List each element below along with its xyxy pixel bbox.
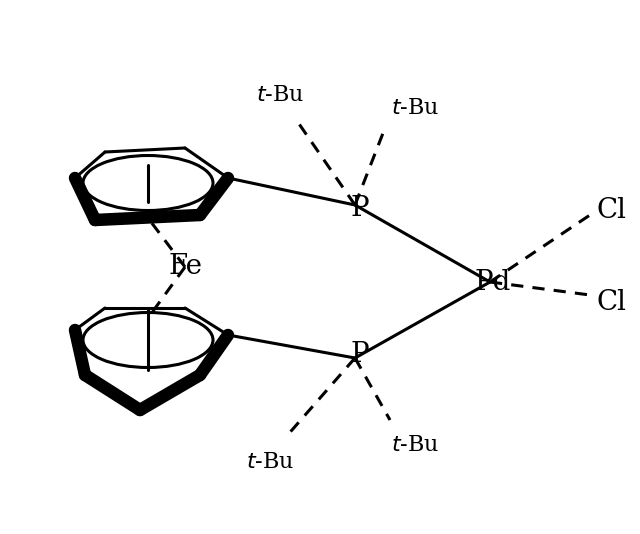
Text: $\mathit{t}$-Bu: $\mathit{t}$-Bu (391, 97, 439, 119)
Text: Cl: Cl (597, 197, 627, 224)
Text: $\mathit{t}$-Bu: $\mathit{t}$-Bu (256, 84, 304, 106)
Text: Pd: Pd (475, 269, 511, 295)
Text: P: P (351, 342, 369, 368)
Text: $\mathit{t}$-Bu: $\mathit{t}$-Bu (246, 451, 294, 473)
Text: P: P (351, 194, 369, 222)
Text: Cl: Cl (597, 289, 627, 317)
Text: $\mathit{t}$-Bu: $\mathit{t}$-Bu (391, 434, 439, 456)
Text: Fe: Fe (168, 254, 202, 280)
